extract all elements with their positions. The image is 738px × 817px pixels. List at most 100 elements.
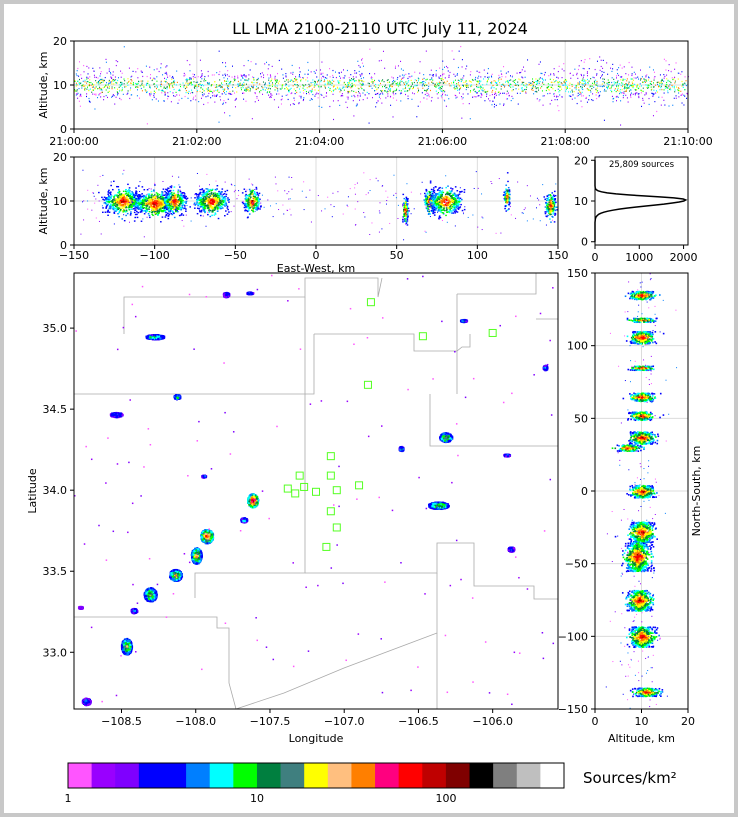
- time-height-source: [503, 92, 505, 94]
- time-height-source: [522, 77, 524, 79]
- ew-source: [115, 209, 118, 211]
- time-height-source: [442, 79, 444, 81]
- ew-source: [250, 191, 253, 193]
- ew-source: [135, 207, 138, 209]
- time-height-source: [86, 65, 88, 68]
- time-height-source: [264, 82, 266, 84]
- time-height-source: [642, 90, 644, 92]
- time-height-source: [91, 91, 93, 93]
- ew-source: [141, 186, 144, 188]
- time-height-source: [595, 79, 597, 81]
- ew-source: [121, 218, 124, 220]
- time-height-source: [199, 82, 201, 85]
- ew-source: [180, 208, 183, 211]
- ew-source: [169, 201, 172, 203]
- time-height-source: [587, 89, 589, 92]
- time-height-source: [238, 83, 240, 85]
- time-height-source: [557, 70, 559, 73]
- time-height-source: [454, 88, 456, 90]
- time-height-source: [685, 80, 687, 82]
- time-height-source: [448, 76, 450, 79]
- ew-source: [218, 192, 220, 194]
- time-height-source: [281, 68, 283, 70]
- time-height-source: [74, 79, 76, 82]
- time-height-source: [670, 82, 672, 84]
- time-height-source: [351, 78, 353, 80]
- time-height-source: [353, 79, 355, 82]
- time-height-source: [344, 75, 346, 77]
- time-height-source: [426, 84, 428, 86]
- time-height-source: [86, 76, 88, 78]
- ew-source: [105, 197, 108, 199]
- time-height-source: [596, 74, 598, 76]
- time-tick-label: 21:10:00: [663, 135, 712, 148]
- ew-source: [160, 197, 163, 200]
- time-height-source: [233, 78, 235, 80]
- time-height-source: [224, 88, 226, 90]
- time-height-source: [663, 92, 665, 94]
- time-height-source: [454, 79, 456, 81]
- time-height-source: [122, 93, 124, 95]
- time-height-source: [470, 90, 472, 92]
- time-height-source: [465, 81, 467, 83]
- time-height-source: [457, 84, 459, 86]
- time-height-source: [481, 89, 483, 91]
- time-height-source: [179, 89, 181, 92]
- time-height-source: [110, 73, 112, 75]
- time-height-source: [644, 94, 646, 96]
- time-height-source: [370, 85, 372, 87]
- time-height-source: [80, 95, 82, 97]
- time-height-source: [76, 84, 78, 86]
- ew-source: [153, 194, 156, 196]
- time-height-source: [494, 91, 496, 93]
- ew-source: [214, 192, 216, 194]
- time-height-source: [394, 90, 396, 92]
- ew-source: [137, 199, 139, 201]
- time-height-source: [499, 76, 501, 78]
- time-height-source: [487, 98, 489, 100]
- time-height-source: [483, 69, 485, 71]
- time-height-source: [537, 87, 539, 89]
- time-height-source: [448, 98, 450, 100]
- time-height-source: [317, 80, 319, 82]
- time-height-source: [603, 119, 605, 121]
- time-height-source: [494, 96, 496, 98]
- ew-source: [109, 193, 112, 196]
- time-height-source: [190, 81, 192, 83]
- ew-source: [141, 205, 144, 207]
- time-height-source: [551, 99, 553, 102]
- ew-tick-label: −100: [140, 249, 170, 262]
- time-height-source: [477, 86, 479, 89]
- time-height-source: [160, 84, 162, 86]
- ew-source: [184, 205, 186, 207]
- time-height-source: [660, 87, 662, 89]
- ew-source: [185, 195, 187, 198]
- ew-tick-label: 50: [390, 249, 404, 262]
- ew-source: [174, 194, 176, 197]
- ew-source: [161, 199, 163, 202]
- time-height-source: [650, 83, 652, 85]
- time-height-source: [189, 81, 191, 83]
- ew-source: [130, 202, 132, 204]
- time-height-source: [303, 85, 305, 87]
- time-height-source: [201, 94, 203, 96]
- ew-source: [151, 193, 153, 196]
- time-height-source: [434, 84, 436, 86]
- time-height-source: [225, 80, 227, 82]
- time-height-source: [599, 69, 601, 71]
- ew-source: [119, 196, 121, 198]
- time-height-source: [615, 100, 617, 102]
- time-height-source: [156, 84, 158, 86]
- ew-source: [220, 206, 223, 208]
- time-height-source: [494, 80, 496, 82]
- time-height-source: [507, 82, 509, 84]
- time-height-source: [193, 78, 195, 80]
- time-height-source: [346, 86, 348, 88]
- ew-source: [214, 204, 216, 206]
- time-height-source: [511, 90, 513, 92]
- time-height-source: [324, 80, 326, 82]
- time-height-source: [445, 105, 447, 107]
- time-height-source: [677, 72, 679, 74]
- ew-source: [222, 201, 225, 204]
- ew-source: [227, 208, 229, 211]
